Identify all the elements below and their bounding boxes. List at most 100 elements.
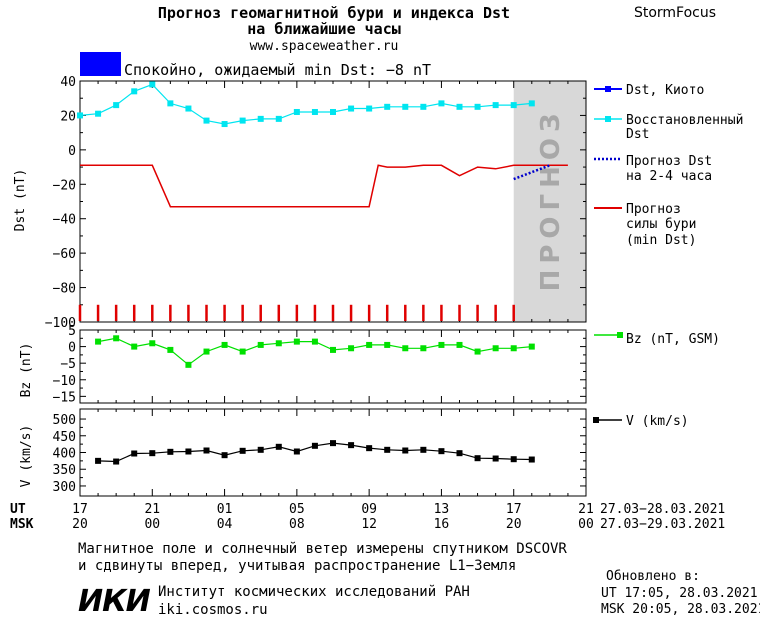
data-point <box>330 108 336 115</box>
data-point <box>113 102 120 109</box>
forecast-region <box>513 81 586 322</box>
footer-note-1: Магнитное поле и солнечный ветер измерен… <box>78 541 567 557</box>
dst-axis-label: Dst (nT) <box>13 169 28 232</box>
data-point <box>528 100 535 107</box>
data-point <box>420 446 427 453</box>
data-point <box>167 448 174 455</box>
msk-tick-label: 04 <box>217 517 233 532</box>
data-point <box>474 455 481 462</box>
data-point <box>330 346 336 353</box>
data-point <box>95 338 102 345</box>
legend-v-label: V (km/s) <box>626 414 689 429</box>
data-point <box>257 115 264 122</box>
data-point <box>402 103 409 110</box>
site-link[interactable]: www.spaceweather.ru <box>250 39 399 54</box>
data-point <box>311 338 318 345</box>
msk-date-range: 27.03−29.03.2021 <box>600 517 725 532</box>
data-point <box>420 345 427 352</box>
data-point <box>131 88 138 95</box>
data-point <box>510 102 517 109</box>
ut-tick-label: 17 <box>506 502 522 517</box>
title-line-2: на ближайшие часы <box>247 20 401 38</box>
legend: Dst, Киото Восстановленный Dst Прогноз D… <box>593 83 743 429</box>
data-point <box>456 103 463 110</box>
y-tick-label: 40 <box>60 75 76 90</box>
data-point <box>438 100 445 107</box>
data-point <box>492 455 499 462</box>
iki-logo: ИКИ <box>78 584 151 619</box>
data-point <box>528 343 535 350</box>
data-point <box>348 105 355 112</box>
data-point <box>275 443 282 450</box>
data-point <box>384 446 391 453</box>
data-point <box>330 440 336 447</box>
plot-frame <box>79 329 587 404</box>
bz-axis-label: Bz (nT) <box>19 343 34 398</box>
data-point <box>185 448 192 455</box>
data-point <box>311 442 318 449</box>
data-point <box>438 448 445 455</box>
series-line <box>80 164 568 208</box>
y-tick-label: −5 <box>60 357 76 372</box>
legend-storm-label-3: (min Dst) <box>626 233 696 248</box>
legend-forecast-label-1: Прогноз Dst <box>626 154 712 169</box>
msk-axis-label: MSK <box>10 517 34 532</box>
data-point <box>95 110 102 117</box>
legend-forecast-label-2: на 2-4 часа <box>626 169 712 184</box>
data-point <box>366 341 373 348</box>
legend-bz-marker <box>617 332 623 338</box>
data-point <box>95 457 102 464</box>
y-tick-label: −100 <box>45 316 76 331</box>
status-text: Спокойно, ожидаемый min Dst: −8 nT <box>124 61 431 79</box>
org-name: Институт космических исследований РАН <box>158 584 470 600</box>
data-point <box>474 103 481 110</box>
footer-note-2: и сдвинуты вперед, учитывая распростране… <box>78 558 516 574</box>
v-axis-label: V (km/s) <box>19 425 34 488</box>
title-line-1: Прогноз геомагнитной бури и индекса Dst <box>158 4 510 22</box>
data-point <box>492 345 499 352</box>
legend-storm-label-2: силы бури <box>626 217 696 232</box>
data-point <box>203 447 210 454</box>
data-point <box>203 117 210 124</box>
data-point <box>167 100 174 107</box>
series-line <box>79 83 532 125</box>
data-point <box>239 447 246 454</box>
legend-restored-marker <box>605 116 611 122</box>
legend-storm-label-1: Прогноз <box>626 202 681 217</box>
data-point <box>293 108 300 115</box>
y-tick-label: −10 <box>53 374 76 389</box>
legend-restored-label-2: Dst <box>626 127 649 142</box>
msk-tick-label: 12 <box>361 517 377 532</box>
ut-tick-label: 05 <box>289 502 305 517</box>
legend-kyoto-label: Dst, Киото <box>626 83 704 98</box>
legend-v-marker <box>593 417 599 423</box>
data-point <box>366 105 373 112</box>
data-point <box>275 340 282 347</box>
updated-ut: UT 17:05, 28.03.2021 <box>601 586 758 601</box>
data-point <box>149 450 156 457</box>
data-point <box>221 121 228 128</box>
data-point <box>348 345 355 352</box>
data-point <box>113 458 120 465</box>
brand-label: StormFocus <box>634 5 716 21</box>
data-point <box>221 452 228 459</box>
forecast-region-label: ПРОГНОЗ <box>536 108 566 292</box>
ut-date-range: 27.03−28.03.2021 <box>600 502 725 517</box>
data-point <box>203 348 210 355</box>
y-tick-label: 300 <box>53 480 76 495</box>
ut-tick-label: 21 <box>144 502 160 517</box>
data-point <box>384 341 391 348</box>
data-point <box>77 112 83 119</box>
data-point <box>185 361 192 368</box>
org-link[interactable]: iki.cosmos.ru <box>158 602 268 618</box>
data-point <box>402 345 409 352</box>
data-point <box>311 108 318 115</box>
msk-tick-label: 20 <box>506 517 522 532</box>
ut-axis-label: UT <box>10 502 26 517</box>
data-point <box>456 341 463 348</box>
data-point <box>438 341 445 348</box>
series-line <box>513 164 551 181</box>
data-point <box>366 445 373 452</box>
